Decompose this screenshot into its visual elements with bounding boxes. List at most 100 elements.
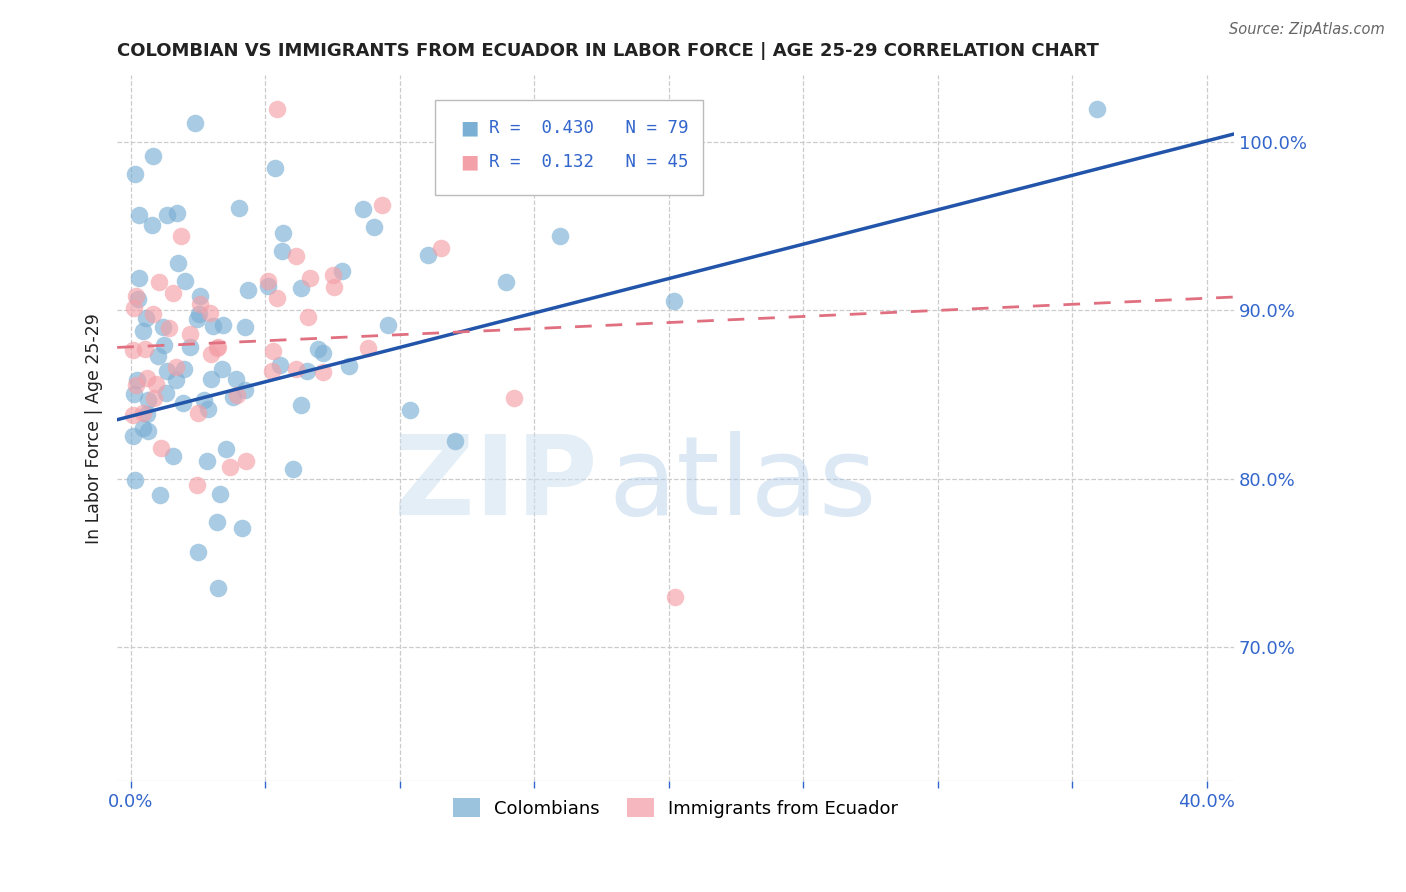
Point	[307, 342, 329, 356]
Point	[142, 149, 165, 163]
Point	[170, 228, 193, 243]
Point	[135, 310, 157, 325]
Point	[235, 453, 257, 467]
Point	[363, 220, 385, 235]
Point	[141, 218, 163, 232]
Point	[297, 310, 319, 325]
Point	[270, 244, 292, 258]
Point	[298, 270, 321, 285]
Point	[312, 345, 335, 359]
Point	[146, 349, 169, 363]
Point	[207, 581, 229, 595]
Point	[285, 249, 308, 263]
Point	[148, 275, 170, 289]
Point	[214, 442, 236, 456]
Point	[233, 319, 256, 334]
Point	[179, 327, 201, 342]
Point	[357, 341, 380, 355]
Point	[664, 294, 686, 309]
Point	[165, 360, 187, 375]
Point	[187, 545, 209, 559]
Point	[399, 403, 422, 417]
Point	[195, 454, 218, 468]
Point	[503, 391, 526, 405]
Point	[124, 167, 146, 181]
Point	[122, 408, 145, 422]
Point	[165, 373, 187, 387]
Point	[207, 340, 229, 354]
Point	[188, 307, 211, 321]
Point	[222, 390, 245, 404]
Point	[156, 364, 179, 378]
Point	[323, 280, 346, 294]
Point	[219, 460, 242, 475]
Point	[264, 161, 287, 176]
Point	[260, 364, 283, 378]
Point	[201, 319, 224, 334]
Point	[122, 301, 145, 316]
Point	[200, 347, 222, 361]
Point	[187, 406, 209, 420]
Point	[193, 392, 215, 407]
Point	[162, 449, 184, 463]
Point	[152, 337, 174, 351]
Point	[156, 208, 179, 222]
Point	[225, 372, 247, 386]
Point	[143, 391, 166, 405]
Point	[266, 102, 288, 116]
Point	[149, 441, 172, 455]
Point	[134, 342, 156, 356]
Point	[236, 283, 259, 297]
Point	[173, 362, 195, 376]
Point	[290, 281, 312, 295]
Point	[322, 268, 344, 283]
Point	[281, 462, 304, 476]
Point	[157, 320, 180, 334]
Text: ■: ■	[460, 153, 478, 171]
Point	[183, 116, 205, 130]
Point	[228, 201, 250, 215]
FancyBboxPatch shape	[436, 100, 703, 195]
Point	[136, 393, 159, 408]
Point	[205, 341, 228, 355]
Point	[1085, 102, 1108, 116]
Point	[145, 376, 167, 391]
Point	[266, 291, 288, 305]
Point	[330, 264, 353, 278]
Point	[122, 343, 145, 357]
Point	[226, 388, 249, 402]
Point	[256, 279, 278, 293]
Point	[377, 318, 399, 332]
Text: ZIP: ZIP	[394, 431, 598, 538]
Point	[664, 590, 686, 604]
Point	[128, 270, 150, 285]
Point	[443, 434, 465, 448]
Text: COLOMBIAN VS IMMIGRANTS FROM ECUADOR IN LABOR FORCE | AGE 25-29 CORRELATION CHAR: COLOMBIAN VS IMMIGRANTS FROM ECUADOR IN …	[117, 42, 1099, 60]
Text: R =  0.132   N = 45: R = 0.132 N = 45	[489, 153, 689, 171]
Point	[207, 515, 229, 529]
Point	[132, 406, 155, 420]
Point	[173, 274, 195, 288]
Point	[233, 383, 256, 397]
Point	[285, 361, 308, 376]
Point	[136, 407, 159, 421]
Point	[290, 398, 312, 412]
Point	[186, 311, 208, 326]
Point	[124, 473, 146, 487]
Text: ■: ■	[460, 119, 478, 137]
Point	[352, 202, 374, 216]
Point	[371, 198, 394, 212]
Point	[127, 292, 149, 306]
Point	[132, 324, 155, 338]
Point	[125, 378, 148, 392]
Y-axis label: In Labor Force | Age 25-29: In Labor Force | Age 25-29	[86, 313, 103, 543]
Point	[200, 371, 222, 385]
Point	[155, 386, 177, 401]
Point	[132, 421, 155, 435]
Point	[212, 318, 235, 333]
Point	[166, 206, 188, 220]
Point	[172, 396, 194, 410]
Point	[489, 102, 512, 116]
Point	[211, 362, 233, 376]
Point	[188, 289, 211, 303]
